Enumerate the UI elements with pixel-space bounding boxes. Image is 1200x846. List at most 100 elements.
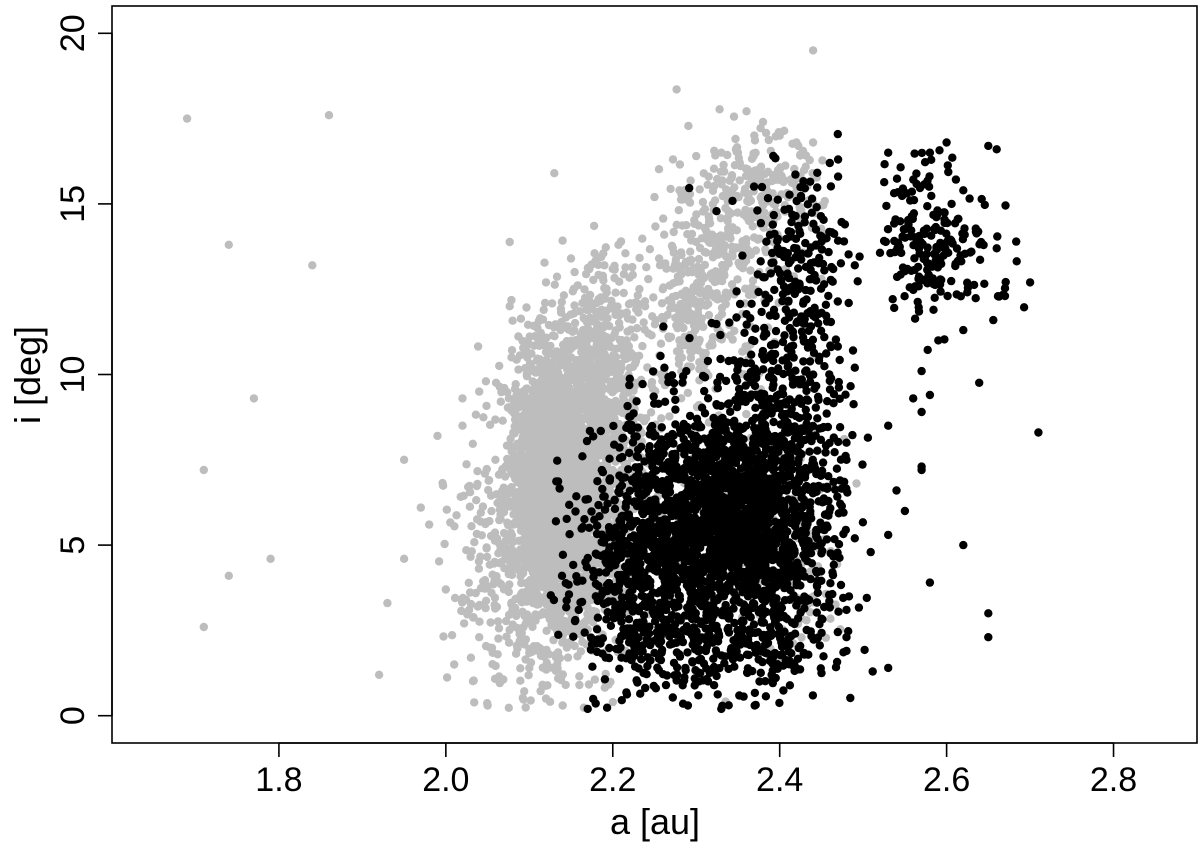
data-point: [324, 111, 334, 120]
data-point: [654, 399, 663, 408]
data-point: [482, 401, 491, 411]
data-point: [594, 270, 603, 280]
data-point: [484, 476, 493, 485]
data-point: [635, 253, 644, 263]
data-point: [580, 515, 589, 524]
data-point: [522, 303, 531, 312]
data-point: [621, 263, 630, 272]
data-point: [589, 221, 599, 231]
data-point: [799, 166, 809, 175]
data-point: [590, 464, 599, 473]
data-point: [747, 154, 757, 163]
data-point: [490, 593, 500, 602]
data-point: [700, 247, 709, 257]
data-point: [517, 598, 527, 607]
data-point: [438, 478, 447, 488]
data-point: [505, 580, 514, 589]
data-point: [586, 360, 595, 370]
data-point: [521, 428, 531, 437]
data-point: [596, 365, 605, 374]
data-point: [485, 643, 495, 652]
data-point: [486, 491, 496, 500]
data-point: [464, 578, 473, 587]
data-point: [529, 447, 539, 457]
data-point: [489, 559, 499, 568]
data-point: [542, 382, 552, 392]
data-point: [583, 543, 593, 552]
data-point: [481, 377, 491, 386]
data-point: [580, 336, 590, 345]
data-point: [573, 538, 582, 548]
data-point: [465, 502, 475, 511]
data-point: [730, 183, 739, 192]
data-point: [483, 701, 492, 710]
data-point: [655, 261, 665, 270]
data-point: [434, 557, 444, 566]
data-point: [656, 351, 665, 361]
data-point: [741, 284, 750, 293]
data-point: [695, 358, 704, 367]
data-point: [684, 121, 693, 131]
data-point: [639, 318, 648, 327]
data-point: [468, 677, 478, 686]
data-point: [425, 520, 434, 529]
data-point: [610, 261, 619, 270]
data-point: [820, 196, 829, 206]
data-point: [559, 291, 569, 300]
data-point: [735, 176, 744, 185]
data-point: [567, 339, 576, 349]
data-point: [490, 600, 499, 610]
data-point: [615, 454, 625, 463]
data-point: [630, 333, 639, 342]
data-point: [544, 455, 553, 464]
data-point: [224, 240, 233, 249]
data-point: [640, 325, 649, 334]
data-point: [383, 598, 392, 608]
data-point: [520, 687, 529, 696]
data-point: [610, 273, 619, 283]
data-point: [588, 662, 597, 671]
data-point: [475, 387, 484, 396]
data-point: [801, 151, 811, 160]
data-point: [703, 291, 712, 301]
data-point: [619, 346, 628, 355]
data-point: [556, 588, 566, 597]
data-point: [601, 396, 610, 406]
data-point: [585, 426, 595, 436]
data-point: [491, 415, 500, 424]
data-point: [694, 254, 704, 264]
data-point: [534, 592, 544, 601]
data-point: [416, 503, 425, 512]
data-point: [674, 206, 683, 215]
data-point: [498, 541, 508, 550]
data-point: [518, 392, 527, 401]
data-point: [741, 239, 751, 248]
data-point: [534, 317, 543, 326]
data-point: [775, 131, 784, 140]
data-point: [530, 399, 539, 408]
data-point: [573, 281, 582, 290]
data-point: [708, 186, 718, 195]
data-point: [571, 356, 581, 365]
data-point: [534, 532, 544, 541]
data-point: [224, 571, 233, 580]
data-point: [566, 449, 575, 459]
data-point: [569, 375, 578, 385]
data-point: [677, 250, 686, 260]
data-point: [474, 564, 484, 573]
data-point: [584, 680, 594, 689]
data-point: [708, 253, 718, 262]
data-point: [525, 663, 534, 673]
data-point: [647, 331, 656, 340]
data-point: [668, 693, 677, 702]
data-point: [399, 554, 409, 563]
data-point: [667, 241, 677, 250]
data-point: [458, 421, 467, 430]
data-point: [565, 530, 574, 539]
data-point: [582, 368, 592, 377]
data-point: [491, 661, 500, 671]
data-point: [473, 467, 482, 476]
data-point: [479, 413, 488, 422]
data-point: [441, 585, 450, 594]
data-point: [678, 323, 688, 332]
